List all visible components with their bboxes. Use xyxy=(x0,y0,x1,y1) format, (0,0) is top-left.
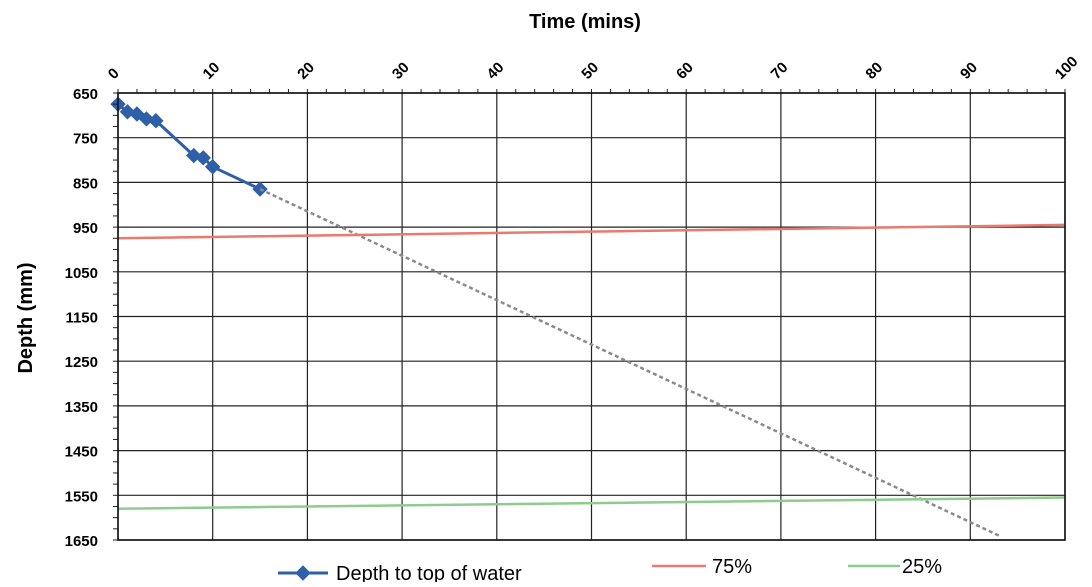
y-tick-label: 1250 xyxy=(65,354,98,371)
x-tick-label: 90 xyxy=(957,59,981,83)
grid xyxy=(117,92,1066,541)
x-tick-label: 30 xyxy=(389,59,413,83)
legend-label: 25% xyxy=(902,556,942,578)
y-tick-label: 1050 xyxy=(65,265,98,282)
legend-label: 75% xyxy=(712,556,752,578)
y-tick-label: 1350 xyxy=(65,399,98,416)
x-tick-label: 60 xyxy=(673,59,697,83)
y-tick-label: 1150 xyxy=(65,310,98,327)
plot-border xyxy=(117,92,1066,541)
y-tick-label: 850 xyxy=(73,175,98,192)
x-tick-label: 50 xyxy=(578,59,602,83)
y-tick-label: 1650 xyxy=(65,533,98,550)
data-point-marker xyxy=(148,113,164,129)
series-line xyxy=(117,223,1066,240)
y-tick-label: 1450 xyxy=(65,444,98,461)
x-axis-title: Time (mins) xyxy=(529,11,641,33)
x-tick-label: 70 xyxy=(768,59,792,83)
x-tick-label: 100 xyxy=(1052,53,1082,83)
y-tick-label: 650 xyxy=(73,86,98,103)
data-point-marker xyxy=(195,150,211,166)
series-line xyxy=(117,496,1066,510)
legend-label: Depth to top of water xyxy=(336,563,522,582)
series-layer xyxy=(110,96,1066,537)
legend-marker xyxy=(295,565,311,581)
x-tick-label: 10 xyxy=(200,59,224,83)
x-tick-label: 20 xyxy=(294,59,318,83)
x-tick-label: 0 xyxy=(105,65,123,83)
axes: 0 10 20 30 40 50 60 70 80 90 100 650 750 850 950 1050 11… xyxy=(65,53,1082,550)
y-axis-title: Depth (mm) xyxy=(15,262,37,373)
x-tick-label: 80 xyxy=(862,59,886,83)
data-point-marker xyxy=(204,159,221,175)
x-tick-label: 40 xyxy=(484,59,508,83)
y-tick-label: 1550 xyxy=(65,488,98,505)
y-tick-label: 750 xyxy=(73,131,98,148)
series-line xyxy=(259,187,1000,537)
y-tick-label: 950 xyxy=(73,220,98,237)
legend: Depth to top of water 75% 25% xyxy=(278,556,942,585)
